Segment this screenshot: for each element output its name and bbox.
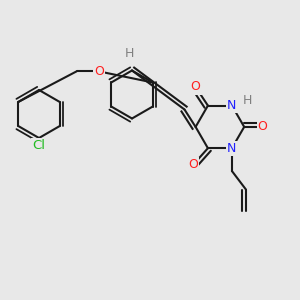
Text: H: H: [124, 47, 134, 61]
Text: N: N: [227, 142, 237, 155]
Text: H: H: [243, 94, 252, 107]
Text: O: O: [189, 158, 198, 171]
Text: O: O: [94, 65, 104, 78]
Text: Cl: Cl: [32, 139, 46, 152]
Text: N: N: [227, 99, 237, 112]
Text: O: O: [191, 80, 200, 94]
Text: O: O: [258, 120, 267, 134]
